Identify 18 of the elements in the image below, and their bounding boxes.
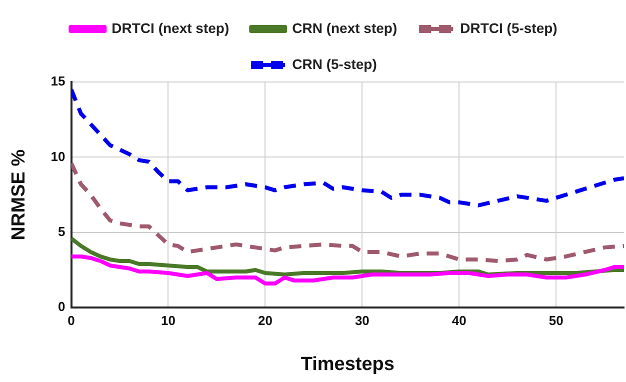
x-tick-label: 30 — [354, 312, 370, 328]
x-axis-title: Timesteps — [300, 354, 394, 375]
x-tick-label: 50 — [548, 312, 564, 328]
y-tick-label: 15 — [50, 74, 66, 89]
legend-label: DRTCI (next step) — [112, 20, 230, 36]
y-tick-label: 10 — [50, 148, 66, 164]
line-series — [71, 88, 624, 208]
legend-label: DRTCI (5-step) — [460, 20, 558, 36]
x-tick-label: 20 — [258, 312, 272, 328]
legend-label: CRN (5-step) — [292, 56, 377, 72]
y-tick-label: 0 — [58, 299, 66, 314]
legend-label: CRN (next step) — [292, 20, 398, 36]
y-axis-title: NRMSE % — [8, 149, 30, 240]
x-tick-label: 40 — [452, 312, 466, 328]
line-series — [71, 161, 624, 263]
y-tick-label: 5 — [58, 224, 66, 239]
x-tick-label: 10 — [161, 312, 176, 328]
x-tick-label: 0 — [68, 312, 75, 328]
